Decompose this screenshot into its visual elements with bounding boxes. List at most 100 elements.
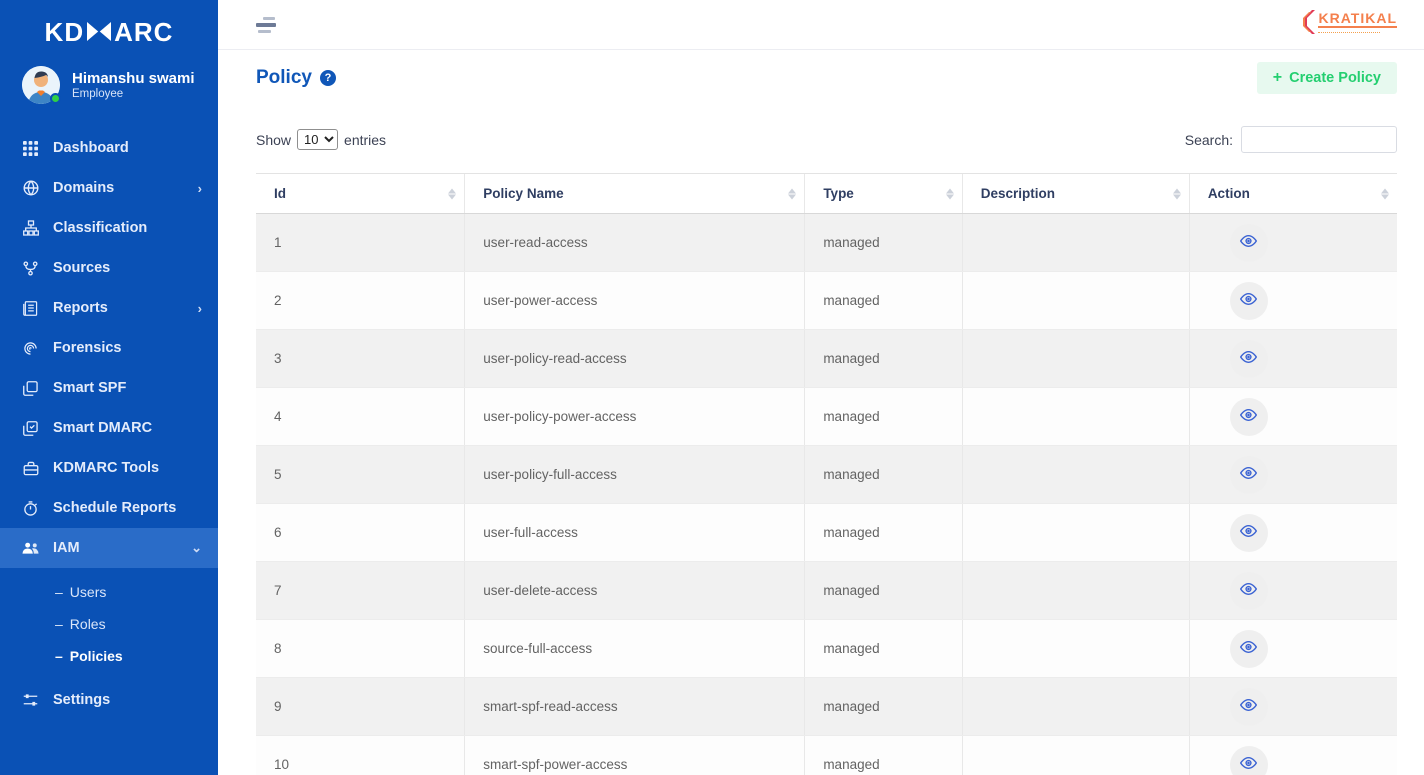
sidebar-item-smart-spf[interactable]: Smart SPF xyxy=(0,368,218,408)
table-row: 8 source-full-access managed xyxy=(256,619,1397,678)
sidebar-subitem-label: Roles xyxy=(69,616,106,632)
sidebar-item-reports[interactable]: Reports › xyxy=(0,288,218,328)
subitem-bullet: – xyxy=(55,648,63,664)
sidebar-item-label: Schedule Reports xyxy=(53,500,177,516)
cell-id: 4 xyxy=(256,387,465,446)
table-row: 5 user-policy-full-access managed xyxy=(256,445,1397,504)
sort-icon[interactable] xyxy=(945,188,954,199)
column-header-action[interactable]: Action xyxy=(1188,173,1397,214)
sidebar-subitem-roles[interactable]: – Roles xyxy=(0,608,218,640)
sidebar-item-iam[interactable]: IAM ⌄ xyxy=(0,528,218,568)
sidebar-toggle-button[interactable] xyxy=(256,16,278,33)
cell-id: 1 xyxy=(256,213,465,272)
sidebar-item-classification[interactable]: Classification xyxy=(0,208,218,248)
create-policy-button[interactable]: + Create Policy xyxy=(1256,62,1397,94)
kratikal-mark-icon xyxy=(1302,10,1316,39)
sidebar-item-label: Smart SPF xyxy=(53,380,127,396)
cell-description xyxy=(961,619,1190,678)
view-policy-button[interactable] xyxy=(1229,629,1268,668)
page-size-select[interactable]: 10 xyxy=(297,129,339,150)
view-policy-button[interactable] xyxy=(1229,745,1268,775)
branch-icon xyxy=(22,260,39,277)
copy-icon xyxy=(22,380,39,397)
logo-text-prefix: KD xyxy=(44,16,85,47)
sidebar-subitem-label: Policies xyxy=(69,648,123,664)
sort-icon[interactable] xyxy=(448,188,457,199)
cell-id: 3 xyxy=(256,329,465,388)
table-row: 9 smart-spf-read-access managed xyxy=(256,677,1397,736)
cell-policy-name: smart-spf-read-access xyxy=(464,677,805,736)
cell-policy-name: smart-spf-power-access xyxy=(464,735,805,775)
sidebar-item-smart-dmarc[interactable]: Smart DMARC xyxy=(0,408,218,448)
globe-icon xyxy=(22,180,39,197)
chevron-right-icon: › xyxy=(197,300,202,316)
topbar: KRATIKAL xyxy=(218,0,1424,50)
fingerprint-icon xyxy=(22,340,39,357)
cell-id: 5 xyxy=(256,445,465,504)
help-icon[interactable]: ? xyxy=(319,70,336,86)
user-role: Employee xyxy=(72,88,124,101)
sidebar-subitem-policies[interactable]: – Policies xyxy=(0,640,218,672)
cell-policy-name: user-policy-read-access xyxy=(464,329,805,388)
eye-icon xyxy=(1240,408,1258,425)
sort-icon[interactable] xyxy=(1381,188,1389,199)
chevron-down-icon: ⌄ xyxy=(191,540,202,555)
online-status-dot xyxy=(50,93,61,104)
kdmarc-logo[interactable]: KD ARC xyxy=(0,0,218,56)
column-header-type[interactable]: Type xyxy=(804,173,963,214)
table-row: 6 user-full-access managed xyxy=(256,503,1397,562)
sidebar-item-settings[interactable]: Settings xyxy=(0,680,218,720)
cell-description xyxy=(961,503,1190,562)
view-policy-button[interactable] xyxy=(1229,687,1268,726)
cell-type: managed xyxy=(804,329,963,388)
sliders-icon xyxy=(22,692,39,709)
sidebar-subitem-label: Users xyxy=(69,584,107,600)
cell-policy-name: user-full-access xyxy=(464,503,805,562)
sidebar-item-schedule-reports[interactable]: Schedule Reports xyxy=(0,488,218,528)
chevron-right-icon: › xyxy=(197,180,202,196)
cell-type: managed xyxy=(804,735,963,775)
copy-check-icon xyxy=(22,420,39,437)
stopwatch-icon xyxy=(22,500,39,517)
page-title: Policy xyxy=(256,67,312,88)
column-header-id[interactable]: Id xyxy=(256,173,465,214)
view-policy-button[interactable] xyxy=(1229,397,1268,436)
cell-description xyxy=(961,677,1190,736)
search-input[interactable] xyxy=(1241,126,1397,153)
eye-icon xyxy=(1240,292,1258,309)
sidebar-item-forensics[interactable]: Forensics xyxy=(0,328,218,368)
subitem-bullet: – xyxy=(55,616,63,632)
users-icon xyxy=(22,540,39,557)
view-policy-button[interactable] xyxy=(1229,223,1268,262)
table-row: 1 user-read-access managed xyxy=(256,213,1397,272)
sidebar-item-label: Dashboard xyxy=(53,140,129,156)
column-header-description[interactable]: Description xyxy=(961,173,1190,214)
logo-text-suffix: ARC xyxy=(114,16,174,47)
sort-icon[interactable] xyxy=(788,188,797,199)
sort-icon[interactable] xyxy=(1172,188,1181,199)
cell-id: 8 xyxy=(256,619,465,678)
sidebar-item-kdmarc-tools[interactable]: KDMARC Tools xyxy=(0,448,218,488)
cell-type: managed xyxy=(804,387,963,446)
sidebar-item-label: Smart DMARC xyxy=(53,420,153,436)
kratikal-logo: KRATIKAL xyxy=(1302,10,1397,39)
cell-policy-name: user-policy-power-access xyxy=(464,387,805,446)
cell-policy-name: user-power-access xyxy=(464,271,805,330)
cell-description xyxy=(961,561,1190,620)
cell-id: 10 xyxy=(256,735,465,775)
view-policy-button[interactable] xyxy=(1229,571,1268,610)
sidebar-item-dashboard[interactable]: Dashboard xyxy=(0,128,218,168)
cell-description xyxy=(961,213,1190,272)
cell-description xyxy=(961,735,1190,775)
column-header-policy-name[interactable]: Policy Name xyxy=(464,173,805,214)
cell-policy-name: source-full-access xyxy=(464,619,805,678)
sidebar-subitem-users[interactable]: – Users xyxy=(0,576,218,608)
view-policy-button[interactable] xyxy=(1229,455,1268,494)
sidebar-item-sources[interactable]: Sources xyxy=(0,248,218,288)
user-profile[interactable]: Himanshu swami Employee xyxy=(0,56,218,114)
view-policy-button[interactable] xyxy=(1229,339,1268,378)
sidebar-item-domains[interactable]: Domains › xyxy=(0,168,218,208)
view-policy-button[interactable] xyxy=(1229,513,1268,552)
plus-icon: + xyxy=(1272,69,1283,86)
view-policy-button[interactable] xyxy=(1229,281,1268,320)
